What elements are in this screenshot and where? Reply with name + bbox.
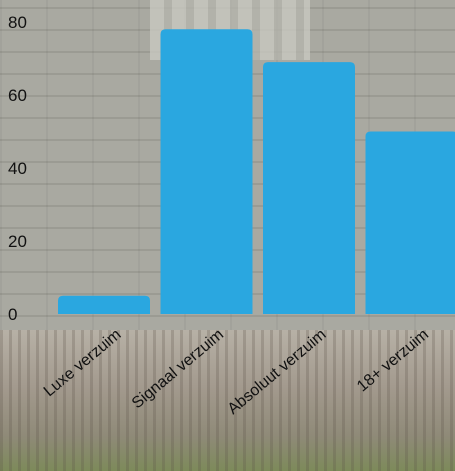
bar [58,295,150,314]
y-tick-label: 80 [8,13,27,32]
y-tick-label: 0 [8,305,17,324]
x-category-label: Signaal verzuim [129,326,227,412]
y-tick-label: 60 [8,86,27,105]
bar [365,131,455,314]
y-tick-label: 40 [8,159,27,178]
bars [58,29,455,315]
bar [263,62,355,315]
bar [160,29,253,315]
x-category-label: Absoluut verzuim [225,326,330,418]
background-ground [0,330,455,471]
x-category-label: Luxe verzuim [41,326,125,400]
y-tick-label: 20 [8,232,27,251]
y-axis-ticks: 0 20 40 60 80 [8,13,27,324]
x-category-label: 18+ verzuim [354,326,432,395]
